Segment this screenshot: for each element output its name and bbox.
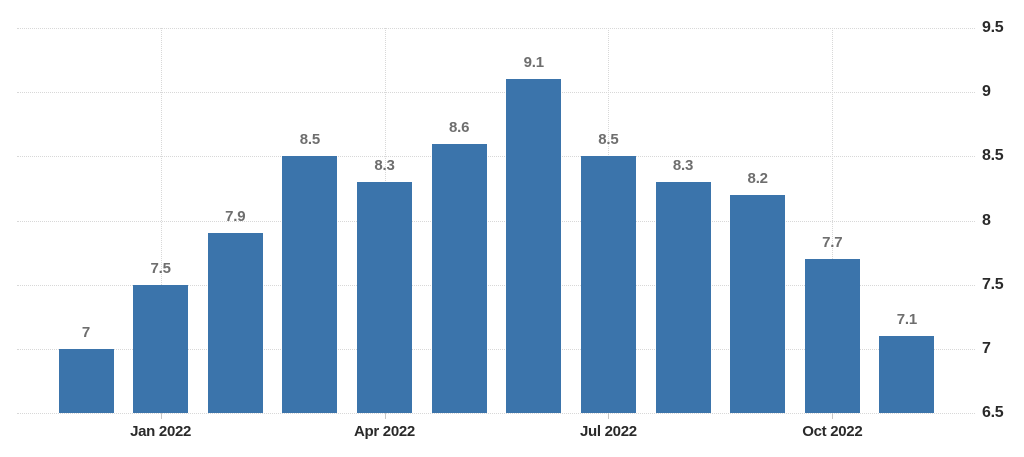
bar-value-label: 8.5 — [299, 131, 321, 149]
bar-11[interactable] — [804, 259, 860, 413]
bar-1[interactable] — [58, 348, 114, 413]
x-axis-tick — [160, 413, 162, 419]
bar-value-label: 7.5 — [150, 259, 171, 277]
y-axis-tick-label: 8.5 — [982, 147, 1004, 165]
y-axis-tick-label: 7 — [982, 339, 991, 357]
x-gridline — [160, 28, 162, 413]
bar-value-label: 8.2 — [747, 169, 768, 187]
y-gridline — [17, 156, 975, 158]
bar-9[interactable] — [655, 182, 711, 413]
bar-value-label: 7.1 — [896, 311, 918, 328]
bar-7[interactable] — [506, 79, 562, 413]
bar-2[interactable] — [133, 284, 189, 413]
x-gridline — [832, 28, 834, 413]
x-axis-tick-label: Apr 2022 — [354, 423, 415, 440]
bar-value-label: 7.7 — [822, 234, 843, 251]
bar-value-label: 9.1 — [523, 54, 544, 72]
y-axis-tick-label: 7.5 — [982, 275, 1004, 293]
bar-4[interactable] — [282, 156, 338, 413]
bar-value-label: 8.5 — [598, 131, 619, 149]
y-axis-tick-label: 8 — [982, 211, 991, 229]
y-axis-tick-label: 9 — [982, 83, 991, 101]
y-gridline — [17, 413, 975, 414]
y-gridline — [17, 92, 975, 94]
bar-6[interactable] — [431, 143, 487, 413]
y-axis-tick-label: 9.5 — [982, 19, 1004, 36]
x-axis-tick-label: Jul 2022 — [579, 423, 637, 440]
x-axis-tick — [832, 413, 834, 419]
bar-3[interactable] — [207, 233, 263, 413]
bar-value-label: 7 — [81, 323, 91, 341]
bar-10[interactable] — [730, 194, 786, 413]
bar-value-label: 7.9 — [225, 208, 246, 226]
x-axis-tick — [384, 413, 386, 419]
x-axis-tick-label: Jan 2022 — [130, 423, 192, 440]
bar-5[interactable] — [357, 182, 412, 413]
x-axis-tick — [608, 413, 610, 419]
y-gridline — [17, 284, 975, 286]
y-gridline — [17, 28, 975, 29]
plot-area: 7 7.5 7.9 8.5 8.3 8.6 9.1 8.5 8.3 8.2 7.7 7.1 — [17, 28, 975, 414]
bar-value-label: 8.3 — [374, 157, 395, 174]
y-axis-tick-label: 6.5 — [982, 404, 1004, 421]
bar-value-label: 8.6 — [448, 118, 470, 136]
bar-value-label: 8.3 — [672, 157, 694, 174]
bar-12[interactable] — [879, 336, 935, 413]
x-axis-tick-label: Oct 2022 — [802, 423, 863, 440]
bar-8[interactable] — [580, 156, 636, 413]
y-gridline — [17, 220, 975, 222]
y-gridline — [17, 348, 975, 350]
